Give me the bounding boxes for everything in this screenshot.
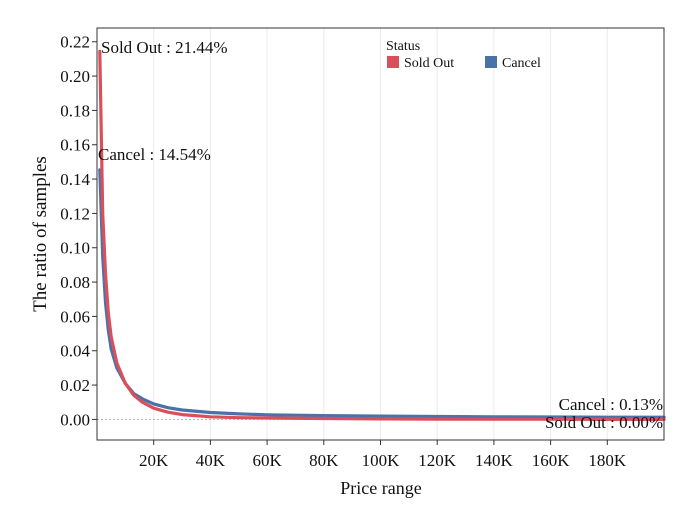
grid (153, 28, 608, 440)
series-line-cancel (98, 168, 666, 419)
annotation-cancel-end: Cancel : 0.13% (559, 395, 663, 414)
legend-label-sold-out: Sold Out (404, 56, 454, 71)
annotation-cancel-start: Cancel : 14.54% (98, 145, 211, 164)
y-tick-label: 0.16 (60, 136, 90, 155)
y-tick-label: 0.04 (60, 342, 90, 361)
legend-label-cancel: Cancel (502, 56, 541, 71)
x-tick-label: 80K (309, 451, 339, 470)
series-line-sold-out (98, 49, 666, 421)
y-tick-label: 0.12 (60, 204, 90, 223)
x-tick-label: 120K (418, 451, 457, 470)
x-tick-label: 40K (196, 451, 226, 470)
x-axis-label: Price range (340, 478, 421, 498)
legend: Status Sold Out Cancel (386, 39, 541, 71)
y-tick-label: 0.08 (60, 273, 90, 292)
x-tick-label: 20K (139, 451, 169, 470)
y-tick-label: 0.10 (60, 239, 90, 258)
x-tick-label: 160K (532, 451, 571, 470)
y-tick-label: 0.00 (60, 410, 90, 429)
annotation-sold-out-end: Sold Out : 0.00% (545, 413, 663, 432)
annotation-sold-out-start: Sold Out : 21.44% (101, 38, 228, 57)
y-axis-ticks: 0.00 0.02 0.04 0.06 0.08 0.10 0.12 0.14 0.16 0.18… (60, 33, 97, 429)
y-tick-label: 0.18 (60, 101, 90, 120)
y-tick-label: 0.20 (60, 67, 90, 86)
legend-swatch-sold-out (387, 56, 399, 68)
y-tick-label: 0.06 (60, 307, 90, 326)
series-layer (98, 49, 666, 421)
legend-swatch-cancel (485, 56, 497, 68)
y-tick-label: 0.02 (60, 376, 90, 395)
x-tick-label: 140K (475, 451, 514, 470)
y-axis-label: The ratio of samples (30, 156, 51, 312)
x-tick-label: 100K (362, 451, 401, 470)
legend-title: Status (386, 39, 420, 54)
x-axis-ticks: 20K 40K 60K 80K 100K 120K 140K 160K 180K (139, 440, 627, 470)
y-tick-label: 0.22 (60, 33, 90, 52)
y-tick-label: 0.14 (60, 170, 90, 189)
x-tick-label: 180K (588, 451, 627, 470)
x-tick-label: 60K (252, 451, 282, 470)
